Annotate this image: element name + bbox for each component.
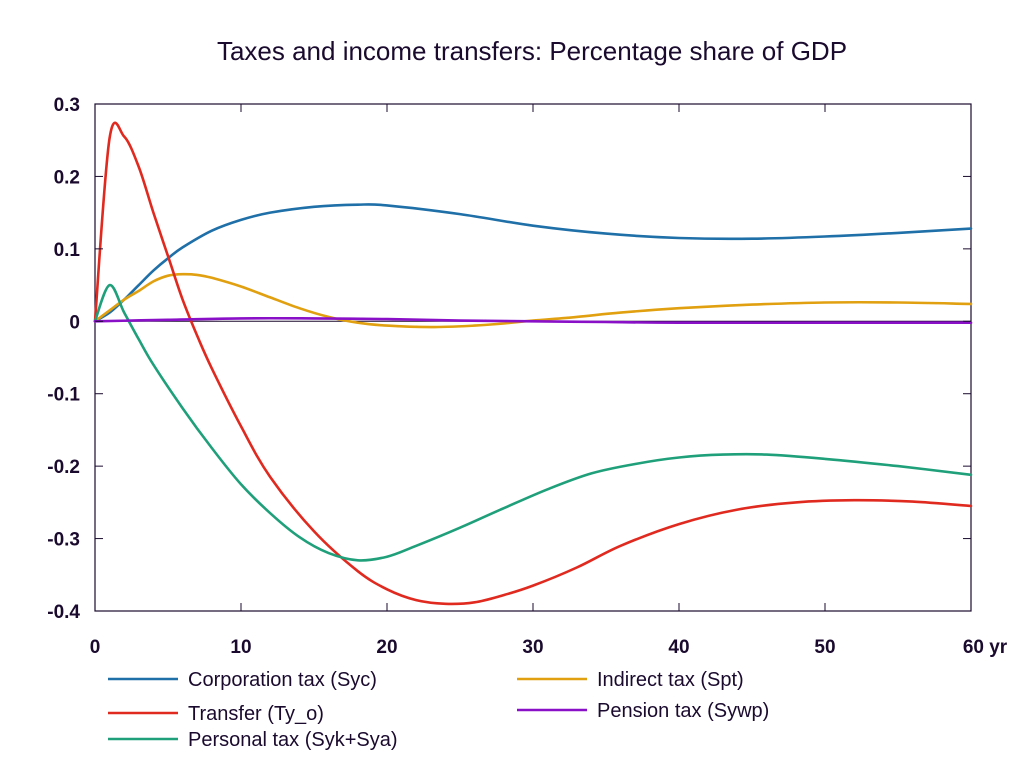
y-tick-label: 0.3 — [54, 95, 80, 116]
y-tick-label: -0.1 — [47, 385, 80, 406]
y-tick-label: -0.4 — [47, 602, 80, 623]
x-tick-label: 10 — [230, 637, 251, 658]
y-tick-label: -0.2 — [47, 457, 80, 478]
legend-label-corporation-tax-syc: Corporation tax (Syc) — [188, 669, 377, 691]
series-line-indirect-tax-spt — [93, 272, 973, 329]
plot-area — [94, 103, 972, 612]
plot-frame — [94, 103, 972, 612]
x-tick-label: 40 — [668, 637, 689, 658]
y-tick-label: -0.3 — [47, 530, 80, 551]
x-tick-label: 50 — [814, 637, 835, 658]
x-tick-label: 20 — [376, 637, 397, 658]
x-tick-label: 60 yr — [963, 637, 1008, 658]
y-tick-label: 0.1 — [54, 240, 81, 261]
series-line-corporation-tax-syc — [93, 203, 973, 323]
x-axis-ticks: 0 10 20 30 40 50 60 yr — [90, 104, 1008, 658]
legend-label-pension-tax-sywp: Pension tax (Sywp) — [597, 700, 769, 722]
series-line-pension-tax-sywp — [93, 316, 973, 325]
x-tick-label: 0 — [90, 637, 101, 658]
chart-title: Taxes and income transfers: Percentage s… — [217, 36, 847, 66]
series-line-personal-tax-syk-sya — [93, 283, 973, 562]
legend-label-transfer-ty-o: Transfer (Ty_o) — [188, 703, 324, 725]
legend: Corporation tax (Syc) Indirect tax (Spt) T… — [108, 669, 769, 751]
series-group — [93, 121, 973, 606]
y-axis-ticks: 0.3 0.2 0.1 0 -0.1 -0.2 -0.3 -0.4 — [47, 95, 971, 623]
y-tick-label: 0.2 — [54, 167, 80, 188]
y-tick-label: 0 — [69, 312, 80, 333]
series-line-transfer-ty-o — [93, 121, 973, 606]
legend-label-personal-tax-syk-sya: Personal tax (Syk+Sya) — [188, 729, 398, 751]
x-tick-label: 30 — [522, 637, 543, 658]
legend-label-indirect-tax-spt: Indirect tax (Spt) — [597, 669, 744, 691]
